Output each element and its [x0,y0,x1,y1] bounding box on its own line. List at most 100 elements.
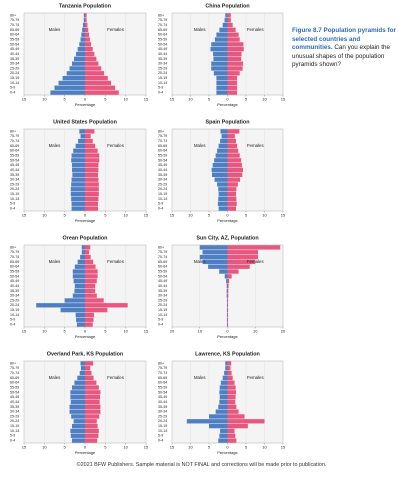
y-tick-label: 20-24 [10,71,19,75]
bar [227,90,238,95]
y-tick-label: 10-14 [158,81,167,85]
bar [211,61,228,66]
bar [75,143,85,149]
bar [217,182,228,187]
y-tick-label: 40-44 [158,52,167,56]
y-tick-label: 5-9 [10,434,15,438]
bar [82,22,85,28]
bar [85,395,101,400]
bar [211,42,228,47]
y-tick-label: 0-4 [158,91,163,95]
bar [215,409,228,414]
bar [227,385,236,390]
x-tick-label: 10 [188,213,193,218]
bar [54,85,85,90]
bar [74,380,85,385]
bar [224,370,228,376]
y-tick-label: 25-29 [10,182,19,186]
bar [60,307,85,313]
x-tick-label: 10 [42,445,47,450]
bar [85,303,128,308]
y-tick-label: 20-24 [158,187,167,191]
x-axis-label: Percentage [75,218,96,223]
bar [85,27,89,33]
x-tick-label: 15 [170,97,175,102]
bar [85,138,93,144]
figure-caption: Figure 8.7 Population pyramids for selec… [292,27,398,70]
y-tick-label: 80+ [10,129,16,133]
bar [227,264,250,269]
x-tick-label: 0 [84,329,87,334]
bar [85,37,90,42]
bar [227,66,243,71]
bar [36,303,85,308]
y-tick-label: 15-19 [10,76,19,80]
bar [72,172,85,177]
x-tick-label: 5 [104,329,107,334]
x-axis-label: Percentage [75,102,96,107]
y-tick-label: 5-9 [158,434,163,438]
legend-label: Females [107,375,125,380]
bar [225,13,228,18]
bar [219,385,228,390]
bar [85,419,97,424]
x-tick-label: 20 [281,329,286,334]
y-tick-label: 55-59 [158,269,167,273]
legend-label: Males [49,375,62,380]
bar [227,279,230,284]
y-tick-label: 60-64 [10,149,19,153]
bar [71,163,85,168]
bar [227,134,235,139]
y-tick-label: 80+ [10,245,16,249]
bar [85,433,99,438]
bar [214,158,228,163]
x-tick-label: 15 [144,329,149,334]
y-tick-label: 45-49 [10,163,19,167]
x-tick-label: 15 [170,213,175,218]
bar [81,32,85,37]
x-tick-label: 5 [64,329,67,334]
bar [74,283,85,289]
legend-label: Females [247,27,265,32]
bar [219,433,228,438]
y-tick-label: 40-44 [10,284,19,288]
bar [85,32,90,37]
y-tick-label: 20-24 [10,187,19,191]
bar [85,288,96,293]
y-tick-label: 45-49 [158,163,167,167]
caption-title: Population pyramids for selected countri… [292,27,396,52]
y-tick-label: 5-9 [158,202,163,206]
y-tick-label: 70-74 [158,23,167,27]
y-tick-label: 50-54 [10,274,19,278]
y-tick-label: 25-29 [158,182,167,186]
bar [227,307,229,313]
bar [211,172,228,177]
bar [85,428,99,434]
y-tick-label: 5-9 [10,86,15,90]
y-tick-label: 75-79 [10,18,19,22]
y-tick-label: 45-49 [10,395,19,399]
bar [85,312,94,318]
bar [71,201,85,206]
bar [72,269,85,274]
y-tick-label: 15-19 [158,424,167,428]
y-tick-label: 0-4 [158,439,163,443]
bar [78,138,85,144]
bar [227,269,239,274]
bar [224,18,228,23]
bar [85,298,104,303]
bar [79,370,85,376]
y-tick-label: 15-19 [10,424,19,428]
bar [85,375,94,381]
y-tick-label: 50-54 [158,42,167,46]
y-tick-label: 75-79 [158,18,167,22]
bar [85,134,91,139]
y-tick-label: 25-29 [10,66,19,70]
bar [85,283,96,289]
y-tick-label: 15-19 [158,76,167,80]
legend-label: Males [49,27,62,32]
legend-label: Females [107,27,125,32]
bar [227,317,229,322]
